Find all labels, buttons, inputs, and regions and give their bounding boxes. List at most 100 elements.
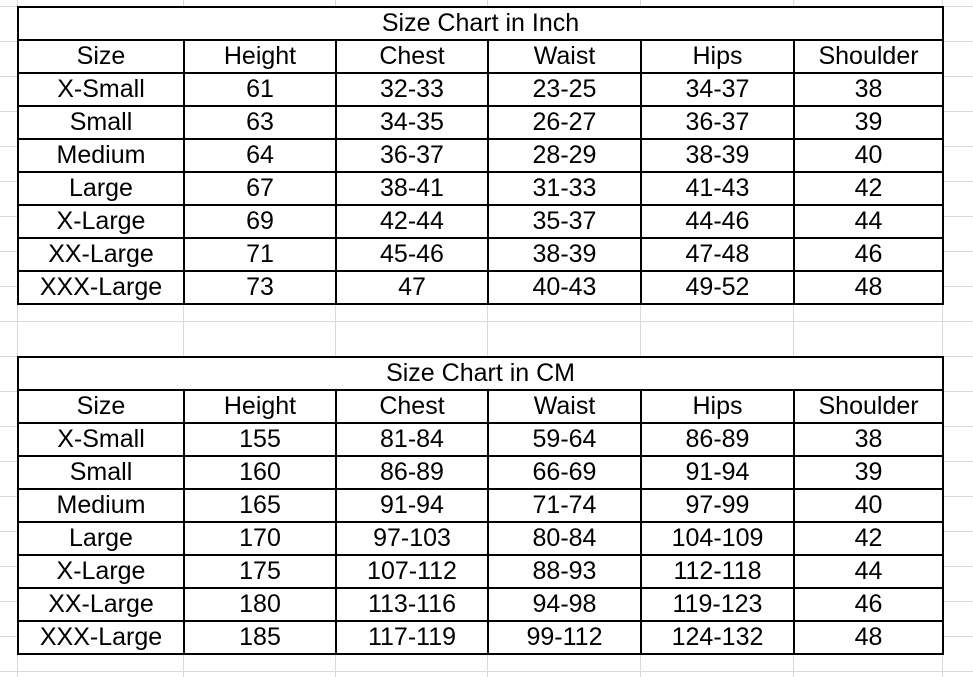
table-title[interactable]: Size Chart in CM <box>16 356 945 391</box>
table-cell[interactable]: 40 <box>792 138 945 173</box>
table-cell[interactable]: 39 <box>792 105 945 140</box>
title-row: Size Chart in CM <box>16 356 945 391</box>
table-cell[interactable]: 46 <box>792 237 945 272</box>
table-cell[interactable]: 73 <box>183 270 337 305</box>
table-cell[interactable]: X-Small <box>17 72 185 107</box>
table-cell[interactable]: 59-64 <box>487 422 642 457</box>
table-cell[interactable]: 71-74 <box>487 488 642 523</box>
table-cell[interactable]: 40 <box>792 488 945 523</box>
table-cell[interactable]: 117-119 <box>335 620 489 655</box>
table-cell[interactable]: 38-39 <box>640 138 795 173</box>
table-cell[interactable]: X-Large <box>17 554 185 589</box>
table-cell[interactable]: 80-84 <box>487 521 642 556</box>
table-cell[interactable]: 64 <box>183 138 337 173</box>
column-header[interactable]: Chest <box>335 39 489 74</box>
table-cell[interactable]: 67 <box>183 171 337 206</box>
table-cell[interactable]: 175 <box>183 554 337 589</box>
table-cell[interactable]: XXX-Large <box>17 270 185 305</box>
table-cell[interactable]: 23-25 <box>487 72 642 107</box>
table-cell[interactable]: 38 <box>792 72 945 107</box>
table-cell[interactable]: 86-89 <box>335 455 489 490</box>
table-cell[interactable]: 49-52 <box>640 270 795 305</box>
table-cell[interactable]: 71 <box>183 237 337 272</box>
table-cell[interactable]: 36-37 <box>335 138 489 173</box>
table-cell[interactable]: 34-37 <box>640 72 795 107</box>
table-cell[interactable]: 185 <box>183 620 337 655</box>
table-cell[interactable]: Small <box>17 455 185 490</box>
table-cell[interactable]: 44 <box>792 554 945 589</box>
table-cell[interactable]: 42-44 <box>335 204 489 239</box>
table-cell[interactable]: 44 <box>792 204 945 239</box>
table-cell[interactable]: 47-48 <box>640 237 795 272</box>
table-cell[interactable]: 99-112 <box>487 620 642 655</box>
column-header[interactable]: Chest <box>335 389 489 424</box>
table-cell[interactable]: 48 <box>792 620 945 655</box>
grid-row-line <box>0 321 973 322</box>
table-cell[interactable]: 40-43 <box>487 270 642 305</box>
table-title[interactable]: Size Chart in Inch <box>16 6 945 41</box>
table-cell[interactable]: 35-37 <box>487 204 642 239</box>
table-cell[interactable]: 97-99 <box>640 488 795 523</box>
column-header[interactable]: Hips <box>640 39 795 74</box>
table-cell[interactable]: Medium <box>17 488 185 523</box>
table-cell[interactable]: 94-98 <box>487 587 642 622</box>
table-cell[interactable]: 107-112 <box>335 554 489 589</box>
table-cell[interactable]: 91-94 <box>640 455 795 490</box>
table-cell[interactable]: 47 <box>335 270 489 305</box>
table-cell[interactable]: 86-89 <box>640 422 795 457</box>
table-cell[interactable]: 36-37 <box>640 105 795 140</box>
table-cell[interactable]: 48 <box>792 270 945 305</box>
table-cell[interactable]: 41-43 <box>640 171 795 206</box>
table-cell[interactable]: 44-46 <box>640 204 795 239</box>
column-header[interactable]: Shoulder <box>792 39 945 74</box>
table-cell[interactable]: XXX-Large <box>17 620 185 655</box>
table-cell[interactable]: 42 <box>792 521 945 556</box>
table-cell[interactable]: 81-84 <box>335 422 489 457</box>
column-header[interactable]: Shoulder <box>792 389 945 424</box>
table-cell[interactable]: 124-132 <box>640 620 795 655</box>
table-cell[interactable]: 38-39 <box>487 237 642 272</box>
column-header[interactable]: Hips <box>640 389 795 424</box>
column-header[interactable]: Size <box>17 39 185 74</box>
column-header[interactable]: Height <box>183 389 337 424</box>
table-cell[interactable]: XX-Large <box>17 587 185 622</box>
table-cell[interactable]: 180 <box>183 587 337 622</box>
table-cell[interactable]: 91-94 <box>335 488 489 523</box>
table-cell[interactable]: 31-33 <box>487 171 642 206</box>
table-cell[interactable]: 112-118 <box>640 554 795 589</box>
table-cell[interactable]: Large <box>17 171 185 206</box>
table-cell[interactable]: X-Large <box>17 204 185 239</box>
table-cell[interactable]: 39 <box>792 455 945 490</box>
table-cell[interactable]: 119-123 <box>640 587 795 622</box>
table-cell[interactable]: 165 <box>183 488 337 523</box>
table-cell[interactable]: 61 <box>183 72 337 107</box>
table-cell[interactable]: Small <box>17 105 185 140</box>
table-cell[interactable]: Medium <box>17 138 185 173</box>
table-cell[interactable]: 88-93 <box>487 554 642 589</box>
table-cell[interactable]: 38-41 <box>335 171 489 206</box>
column-header[interactable]: Size <box>17 389 185 424</box>
table-cell[interactable]: 104-109 <box>640 521 795 556</box>
table-cell[interactable]: 63 <box>183 105 337 140</box>
table-cell[interactable]: 26-27 <box>487 105 642 140</box>
table-cell[interactable]: X-Small <box>17 422 185 457</box>
table-cell[interactable]: 38 <box>792 422 945 457</box>
table-cell[interactable]: XX-Large <box>17 237 185 272</box>
table-cell[interactable]: 170 <box>183 521 337 556</box>
table-cell[interactable]: 34-35 <box>335 105 489 140</box>
table-cell[interactable]: 46 <box>792 587 945 622</box>
table-cell[interactable]: 42 <box>792 171 945 206</box>
table-cell[interactable]: 97-103 <box>335 521 489 556</box>
column-header[interactable]: Height <box>183 39 337 74</box>
column-header[interactable]: Waist <box>487 389 642 424</box>
table-cell[interactable]: 45-46 <box>335 237 489 272</box>
table-cell[interactable]: 113-116 <box>335 587 489 622</box>
table-cell[interactable]: 160 <box>183 455 337 490</box>
table-cell[interactable]: 28-29 <box>487 138 642 173</box>
column-header[interactable]: Waist <box>487 39 642 74</box>
table-cell[interactable]: 155 <box>183 422 337 457</box>
table-cell[interactable]: 32-33 <box>335 72 489 107</box>
table-cell[interactable]: Large <box>17 521 185 556</box>
table-cell[interactable]: 69 <box>183 204 337 239</box>
table-cell[interactable]: 66-69 <box>487 455 642 490</box>
